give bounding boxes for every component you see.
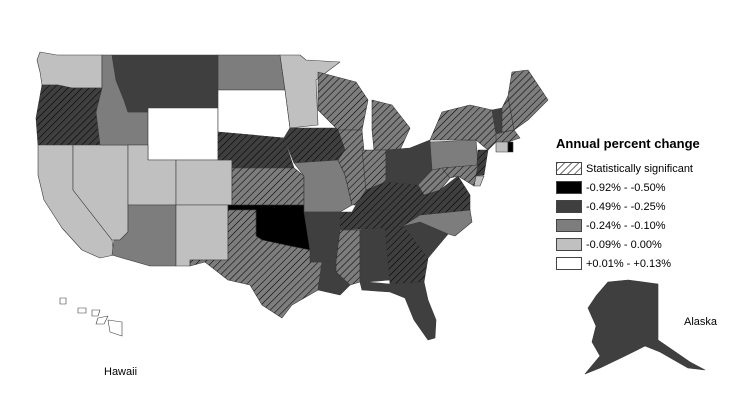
significance-hatch <box>232 168 304 205</box>
hawaii-label: Hawaii <box>104 366 138 378</box>
significance-hatch <box>385 226 428 284</box>
state-ct <box>495 141 509 153</box>
state-wy <box>147 107 219 161</box>
significance-hatch <box>190 210 322 318</box>
significance-hatch <box>372 100 410 150</box>
legend-row-significant: Statistically significant <box>556 159 736 178</box>
state-hi-b <box>77 307 87 314</box>
legend-row-c2: -0.49% - -0.25% <box>556 197 736 216</box>
significance-hatch <box>340 208 420 230</box>
significance-hatch <box>218 132 294 168</box>
alaska-label: Alaska <box>684 316 718 328</box>
significance-hatch <box>502 96 514 132</box>
significance-hatch <box>284 128 345 163</box>
legend-label: -0.49% - -0.25% <box>586 200 666 213</box>
significance-hatch <box>410 176 470 215</box>
legend-label: -0.24% - -0.10% <box>586 219 666 232</box>
state-mt <box>111 54 219 113</box>
significance-hatch <box>352 182 424 212</box>
legend-label: +0.01% - +0.13% <box>586 257 672 270</box>
legend: Annual percent change Statistically sign… <box>556 136 736 273</box>
significance-hatch <box>496 130 520 142</box>
significance-hatch <box>338 130 368 205</box>
state-nm <box>175 204 229 267</box>
state-nd <box>217 54 286 91</box>
significance-hatch <box>318 72 368 130</box>
state-co <box>175 159 233 206</box>
state-hi-c <box>91 309 101 317</box>
legend-swatch <box>556 238 582 251</box>
state-sd <box>217 89 291 139</box>
significance-hatch <box>228 205 310 250</box>
legend-row-c1: -0.92% - -0.50% <box>556 178 736 197</box>
legend-row-c4: -0.09% - 0.00% <box>556 235 736 254</box>
state-hi-e <box>107 319 123 337</box>
legend-row-c3: -0.24% - -0.10% <box>556 216 736 235</box>
legend-swatch <box>556 200 582 213</box>
state-al <box>359 227 391 291</box>
significance-hatch <box>442 165 478 186</box>
significance-hatch <box>336 230 360 285</box>
state-ri <box>507 141 514 153</box>
state-hi-a <box>59 297 67 305</box>
legend-row-c5: +0.01% - +0.13% <box>556 254 736 273</box>
state-mn <box>279 54 341 129</box>
significance-hatch <box>36 85 102 145</box>
legend-label: -0.92% - -0.50% <box>586 181 666 194</box>
legend-title: Annual percent change <box>556 136 700 151</box>
significance-hatch <box>508 70 548 130</box>
legend-swatch <box>556 257 582 270</box>
legend-swatch <box>556 219 582 232</box>
state-ak <box>584 279 706 375</box>
significance-hatch <box>418 168 450 195</box>
legend-label: Statistically significant <box>586 162 693 175</box>
state-hi-d <box>95 315 109 325</box>
legend-swatch <box>556 181 582 194</box>
hawaii-islands <box>59 297 123 337</box>
significance-hatch <box>362 150 386 190</box>
state-fl <box>361 281 437 341</box>
significance-hatch <box>476 150 488 176</box>
significance-hatch <box>430 105 498 150</box>
legend-label: -0.09% - 0.00% <box>586 238 662 251</box>
state-wa <box>36 51 103 89</box>
legend-swatch-hatch <box>556 162 582 175</box>
